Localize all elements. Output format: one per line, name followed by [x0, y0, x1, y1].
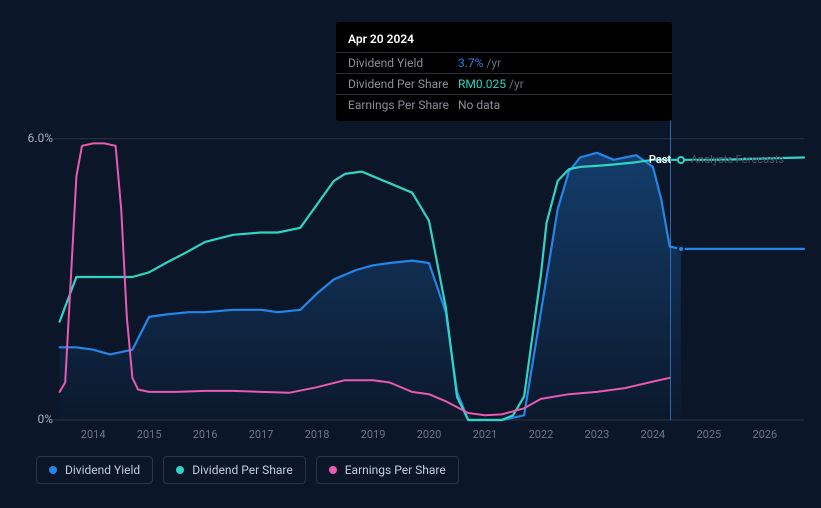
x-axis-tick: 2021 [473, 428, 498, 441]
legend-dot-icon [329, 466, 337, 474]
dividend-chart: Apr 20 2024 Dividend Yield 3.7%/yr Divid… [18, 10, 811, 498]
y-axis-tick: 6.0% [28, 131, 53, 145]
tooltip-label: Dividend Per Share [348, 77, 458, 91]
x-axis-tick: 2019 [361, 428, 386, 441]
past-label: Past [649, 153, 671, 166]
x-axis-tick: 2022 [529, 428, 554, 441]
y-axis-tick: 0% [37, 412, 53, 426]
x-axis-tick: 2024 [641, 428, 666, 441]
hover-point-marker [677, 245, 685, 253]
tooltip-row: Dividend Per Share RM0.025/yr [336, 73, 672, 94]
tooltip-unit: /yr [509, 77, 524, 91]
tooltip-row: Dividend Yield 3.7%/yr [336, 52, 672, 73]
x-axis-tick: 2018 [305, 428, 330, 441]
chart-legend: Dividend Yield Dividend Per Share Earnin… [36, 456, 459, 484]
x-axis-tick: 2016 [193, 428, 218, 441]
legend-label: Earnings Per Share [345, 463, 446, 477]
x-axis-tick: 2020 [417, 428, 442, 441]
x-axis-tick: 2017 [249, 428, 274, 441]
legend-item-earnings-per-share[interactable]: Earnings Per Share [316, 456, 459, 484]
x-axis-tick: 2014 [81, 428, 106, 441]
tooltip-unit: /yr [486, 56, 501, 70]
legend-label: Dividend Per Share [192, 463, 293, 477]
tooltip-value: No data [458, 98, 500, 112]
x-axis-tick: 2025 [696, 428, 721, 441]
forecast-marker-icon [677, 156, 685, 164]
legend-dot-icon [49, 466, 57, 474]
legend-dot-icon [176, 466, 184, 474]
tooltip-value: RM0.025 [458, 77, 506, 91]
tooltip-label: Earnings Per Share [348, 98, 458, 112]
x-axis-tick: 2026 [752, 428, 777, 441]
x-axis-tick: 2023 [585, 428, 610, 441]
legend-item-dividend-per-share[interactable]: Dividend Per Share [163, 456, 306, 484]
forecast-label: Analysts Forecasts [691, 153, 784, 166]
legend-label: Dividend Yield [65, 463, 140, 477]
x-axis-tick: 2015 [137, 428, 162, 441]
tooltip-date: Apr 20 2024 [336, 28, 672, 52]
tooltip-label: Dividend Yield [348, 56, 458, 70]
tooltip-value: 3.7% [458, 56, 483, 70]
legend-item-dividend-yield[interactable]: Dividend Yield [36, 456, 153, 484]
chart-tooltip: Apr 20 2024 Dividend Yield 3.7%/yr Divid… [336, 22, 672, 121]
tooltip-row: Earnings Per Share No data [336, 94, 672, 115]
